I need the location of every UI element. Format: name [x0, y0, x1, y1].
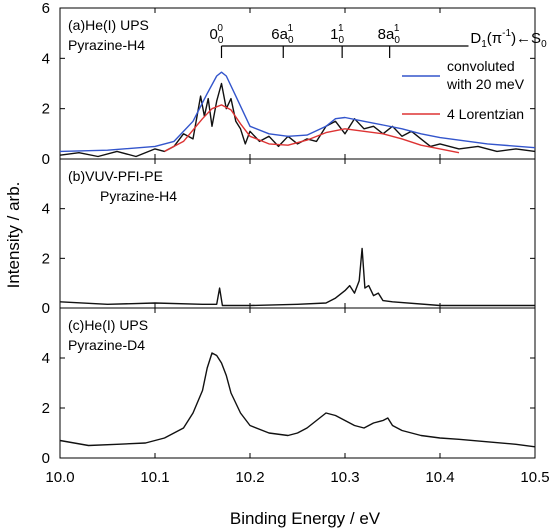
vibronic-label-base: 6a: [271, 26, 288, 43]
panel-label-line1: (b)VUV-PFI-PE: [68, 168, 163, 184]
vibronic-label-sub: 0: [394, 35, 400, 46]
assignment-paren-sup: -1: [502, 28, 511, 39]
y-tick-label: 6: [42, 0, 50, 17]
vibronic-label: 6a01: [271, 23, 294, 46]
x-tick-label: 10.4: [425, 469, 454, 486]
assignment-prefix: D: [470, 30, 481, 47]
x-tick-label: 10.0: [45, 469, 74, 486]
panel-label-line1: (a)He(I) UPS: [68, 17, 149, 33]
panel-c: 0 2 4 (c)He(I) UPS Pyrazine-D4: [42, 307, 536, 467]
vibronic-label-base: 8a: [378, 26, 395, 43]
assignment-prefix-sub: 1: [481, 39, 487, 50]
panel-label-line2: Pyrazine-H4: [68, 37, 145, 53]
y-tick-label: 0: [42, 151, 50, 168]
assignment-suffix-sub: 0: [541, 39, 547, 50]
x-tick-label: 10.5: [520, 469, 549, 486]
vibronic-label-sub: 0: [218, 35, 224, 46]
series-line-b-black: [59, 247, 535, 307]
legend-label-0-line2: with 20 meV: [446, 76, 525, 92]
y-tick-label: 2: [42, 400, 50, 417]
y-tick-label: 4: [42, 50, 50, 67]
vibronic-label: 8a01: [378, 23, 401, 46]
series-line-a-blue: [59, 71, 536, 153]
panel-b: 0 2 4 (b)VUV-PFI-PE Pyrazine-H4: [42, 158, 536, 317]
vibronic-label-sup: 1: [338, 23, 344, 34]
series-line-a-red: [164, 104, 460, 154]
x-tick-label: 10.3: [330, 469, 359, 486]
panel-frame: [59, 307, 536, 459]
y-tick-label: 2: [42, 250, 50, 267]
y-tick-label: 2: [42, 101, 50, 118]
vibronic-label: 000: [210, 23, 224, 46]
x-tick-label: 10.1: [140, 469, 169, 486]
assignment-suffix: )←S: [511, 30, 541, 47]
y-tick-label: 4: [42, 350, 50, 367]
vibronic-label-base: 1: [330, 26, 338, 43]
legend-label-0: convoluted: [447, 58, 515, 74]
vibronic-label-sup: 1: [288, 23, 294, 34]
vibronic-label-sub: 0: [338, 35, 344, 46]
x-tick-label: 10.2: [235, 469, 264, 486]
y-axis-title: Intensity / arb.: [4, 182, 23, 289]
vibronic-label: 101: [330, 23, 344, 46]
y-tick-label: 0: [42, 300, 50, 317]
vibronic-label-sup: 1: [394, 23, 400, 34]
panel-label-line2: Pyrazine-H4: [100, 188, 177, 204]
panel-label-line2: Pyrazine-D4: [68, 337, 145, 353]
state-assignment-label: D1(π-1)←S0: [470, 28, 547, 50]
vibronic-label-sup: 0: [217, 23, 223, 34]
x-axis-title: Binding Energy / eV: [230, 509, 381, 528]
y-tick-label: 0: [42, 450, 50, 467]
assignment-paren: (π: [487, 30, 502, 47]
vibronic-label-sub: 0: [288, 35, 294, 46]
vibronic-label-base: 0: [210, 26, 218, 43]
y-tick-label: 4: [42, 201, 50, 218]
legend-label-1: 4 Lorentzian: [447, 106, 524, 122]
series-line-c-black: [59, 352, 536, 448]
series-line-a-black: [59, 82, 536, 158]
panel-label-line1: (c)He(I) UPS: [68, 317, 148, 333]
